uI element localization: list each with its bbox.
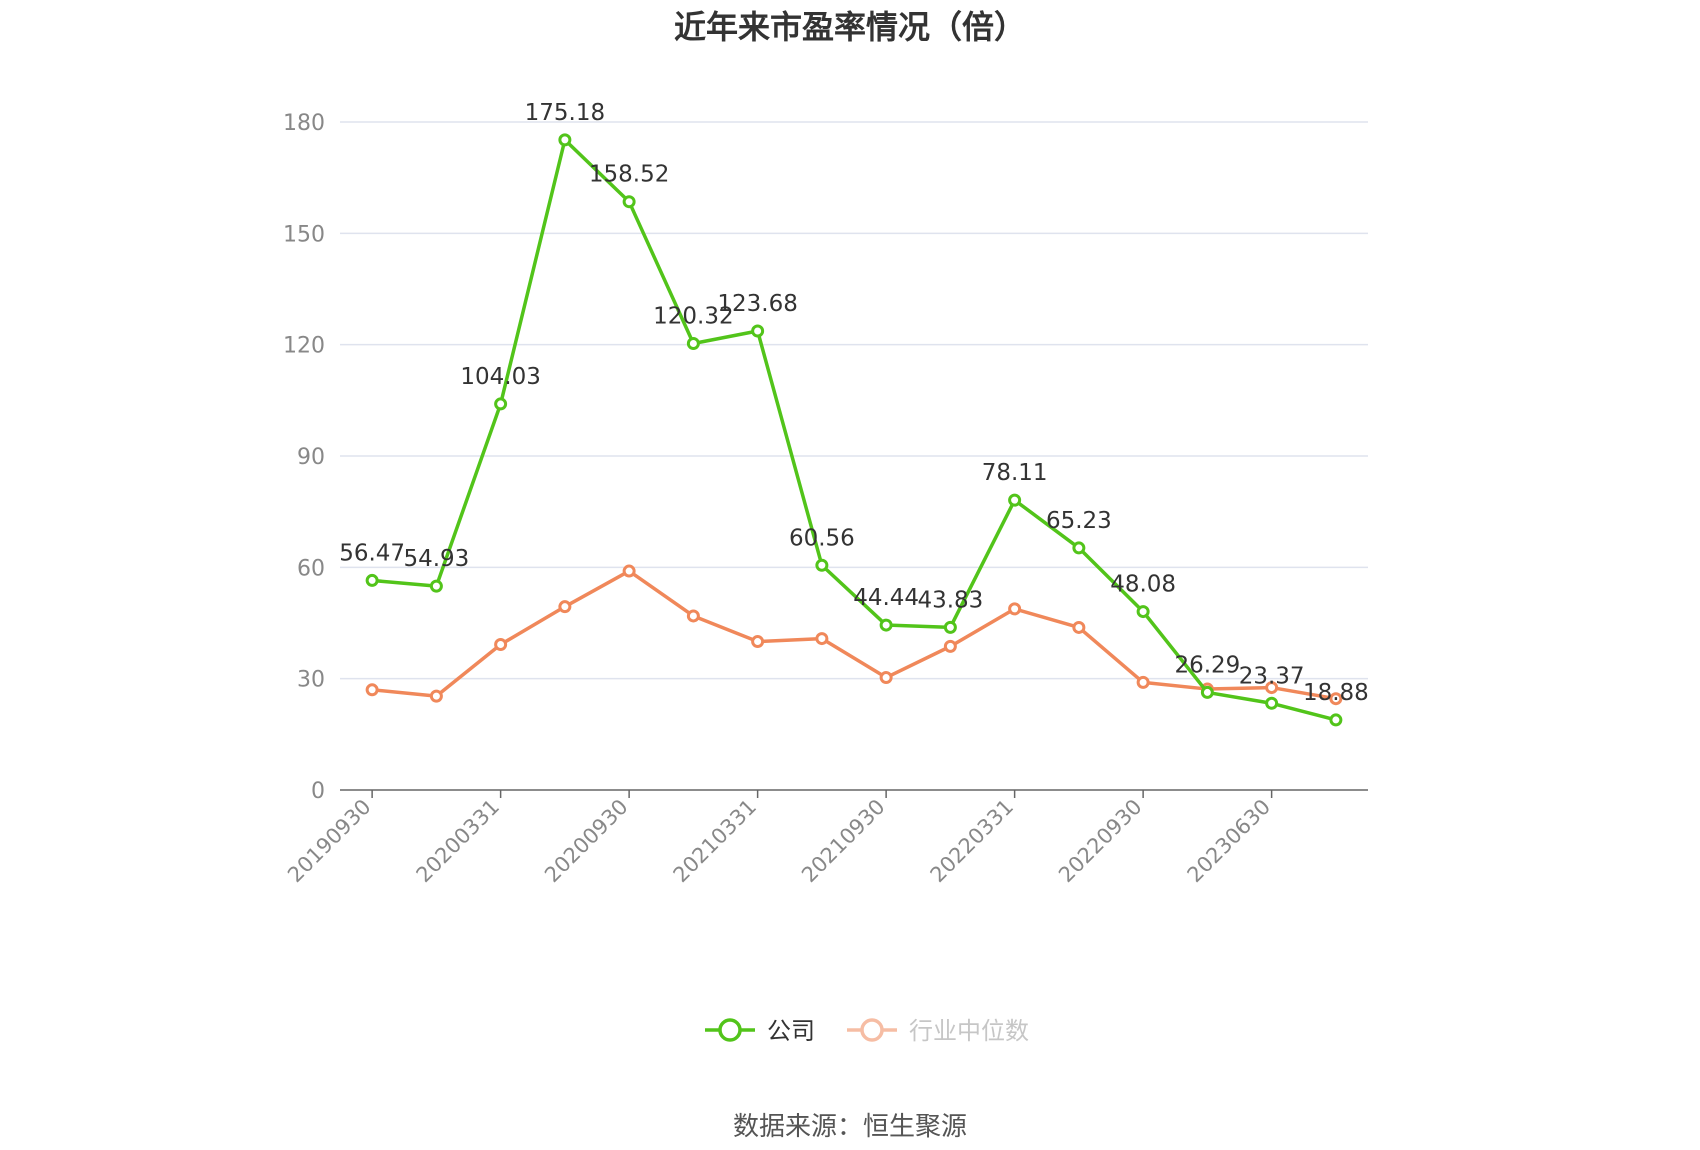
data-point	[1265, 696, 1279, 710]
data-point	[1072, 541, 1086, 555]
data-label: 120.32	[653, 303, 733, 329]
data-point	[879, 671, 893, 685]
data-label: 175.18	[525, 100, 605, 126]
series-layer	[365, 133, 1343, 727]
data-label: 44.44	[853, 585, 919, 611]
data-point	[751, 324, 765, 338]
data-point	[365, 683, 379, 697]
data-point	[622, 195, 636, 209]
data-label: 18.88	[1303, 680, 1369, 706]
data-point	[1008, 493, 1022, 507]
data-label: 60.56	[789, 525, 855, 551]
legend-item-company[interactable]: 公司	[705, 1017, 815, 1045]
data-label: 65.23	[1046, 508, 1112, 534]
legend-item-industry-median[interactable]: 行业中位数	[847, 1017, 1029, 1045]
data-point	[815, 558, 829, 572]
legend-label: 行业中位数	[909, 1017, 1029, 1045]
legend-marker	[860, 1018, 884, 1042]
data-point	[1008, 602, 1022, 616]
axis-layer: 0 30 60 90 120 150 180 20190930 20200331 20200930…	[283, 111, 1368, 887]
data-point	[622, 564, 636, 578]
data-point	[1329, 713, 1343, 727]
data-point	[1136, 605, 1150, 619]
data-point	[1200, 685, 1214, 699]
y-tick-label: 90	[297, 445, 325, 470]
data-point	[494, 638, 508, 652]
legend[interactable]: 公司 行业中位数	[705, 1017, 1029, 1045]
data-label: 26.29	[1174, 652, 1240, 678]
data-label: 78.11	[982, 460, 1048, 486]
data-point	[686, 609, 700, 623]
data-point	[686, 336, 700, 350]
x-tick-label: 20210331	[669, 795, 762, 888]
data-point	[943, 620, 957, 634]
data-point	[751, 635, 765, 649]
data-point	[1136, 675, 1150, 689]
data-point	[815, 632, 829, 646]
data-point	[879, 618, 893, 632]
data-point	[1265, 681, 1279, 695]
data-point	[943, 639, 957, 653]
data-point	[1329, 692, 1343, 706]
series-line-company	[370, 138, 1338, 722]
data-label: 158.52	[589, 162, 669, 188]
data-label: 48.08	[1110, 572, 1176, 598]
data-label: 56.47	[339, 540, 405, 566]
x-tick-label: 20230630	[1183, 795, 1276, 888]
data-point	[429, 579, 443, 593]
data-label: 123.68	[717, 291, 797, 317]
data-source-note: 数据来源：恒生聚源	[733, 1112, 967, 1142]
series-line-industry-median	[370, 569, 1338, 701]
legend-label: 公司	[767, 1017, 815, 1045]
y-tick-label: 0	[311, 779, 325, 804]
y-tick-label: 120	[283, 334, 325, 359]
y-tick-label: 60	[297, 556, 325, 581]
data-label: 54.93	[403, 546, 469, 572]
x-tick-label: 20200331	[412, 795, 505, 888]
legend-marker	[718, 1018, 742, 1042]
y-tick-label: 150	[283, 222, 325, 247]
data-point	[429, 689, 443, 703]
data-point	[558, 600, 572, 614]
x-tick-label: 20200930	[540, 795, 633, 888]
y-tick-label: 30	[297, 668, 325, 693]
data-point	[494, 397, 508, 411]
data-label: 104.03	[460, 364, 540, 390]
data-point	[1072, 620, 1086, 634]
x-tick-label: 20210930	[797, 795, 890, 888]
data-label: 23.37	[1239, 663, 1305, 689]
data-label: 43.83	[917, 587, 983, 613]
data-point	[558, 133, 572, 147]
data-point	[365, 573, 379, 587]
chart-title: 近年来市盈率情况（倍）	[674, 8, 1026, 46]
x-tick-label: 20220930	[1054, 795, 1147, 888]
y-tick-label: 180	[283, 111, 325, 136]
x-tick-label: 20190930	[283, 795, 376, 888]
x-tick-label: 20220331	[926, 795, 1019, 888]
